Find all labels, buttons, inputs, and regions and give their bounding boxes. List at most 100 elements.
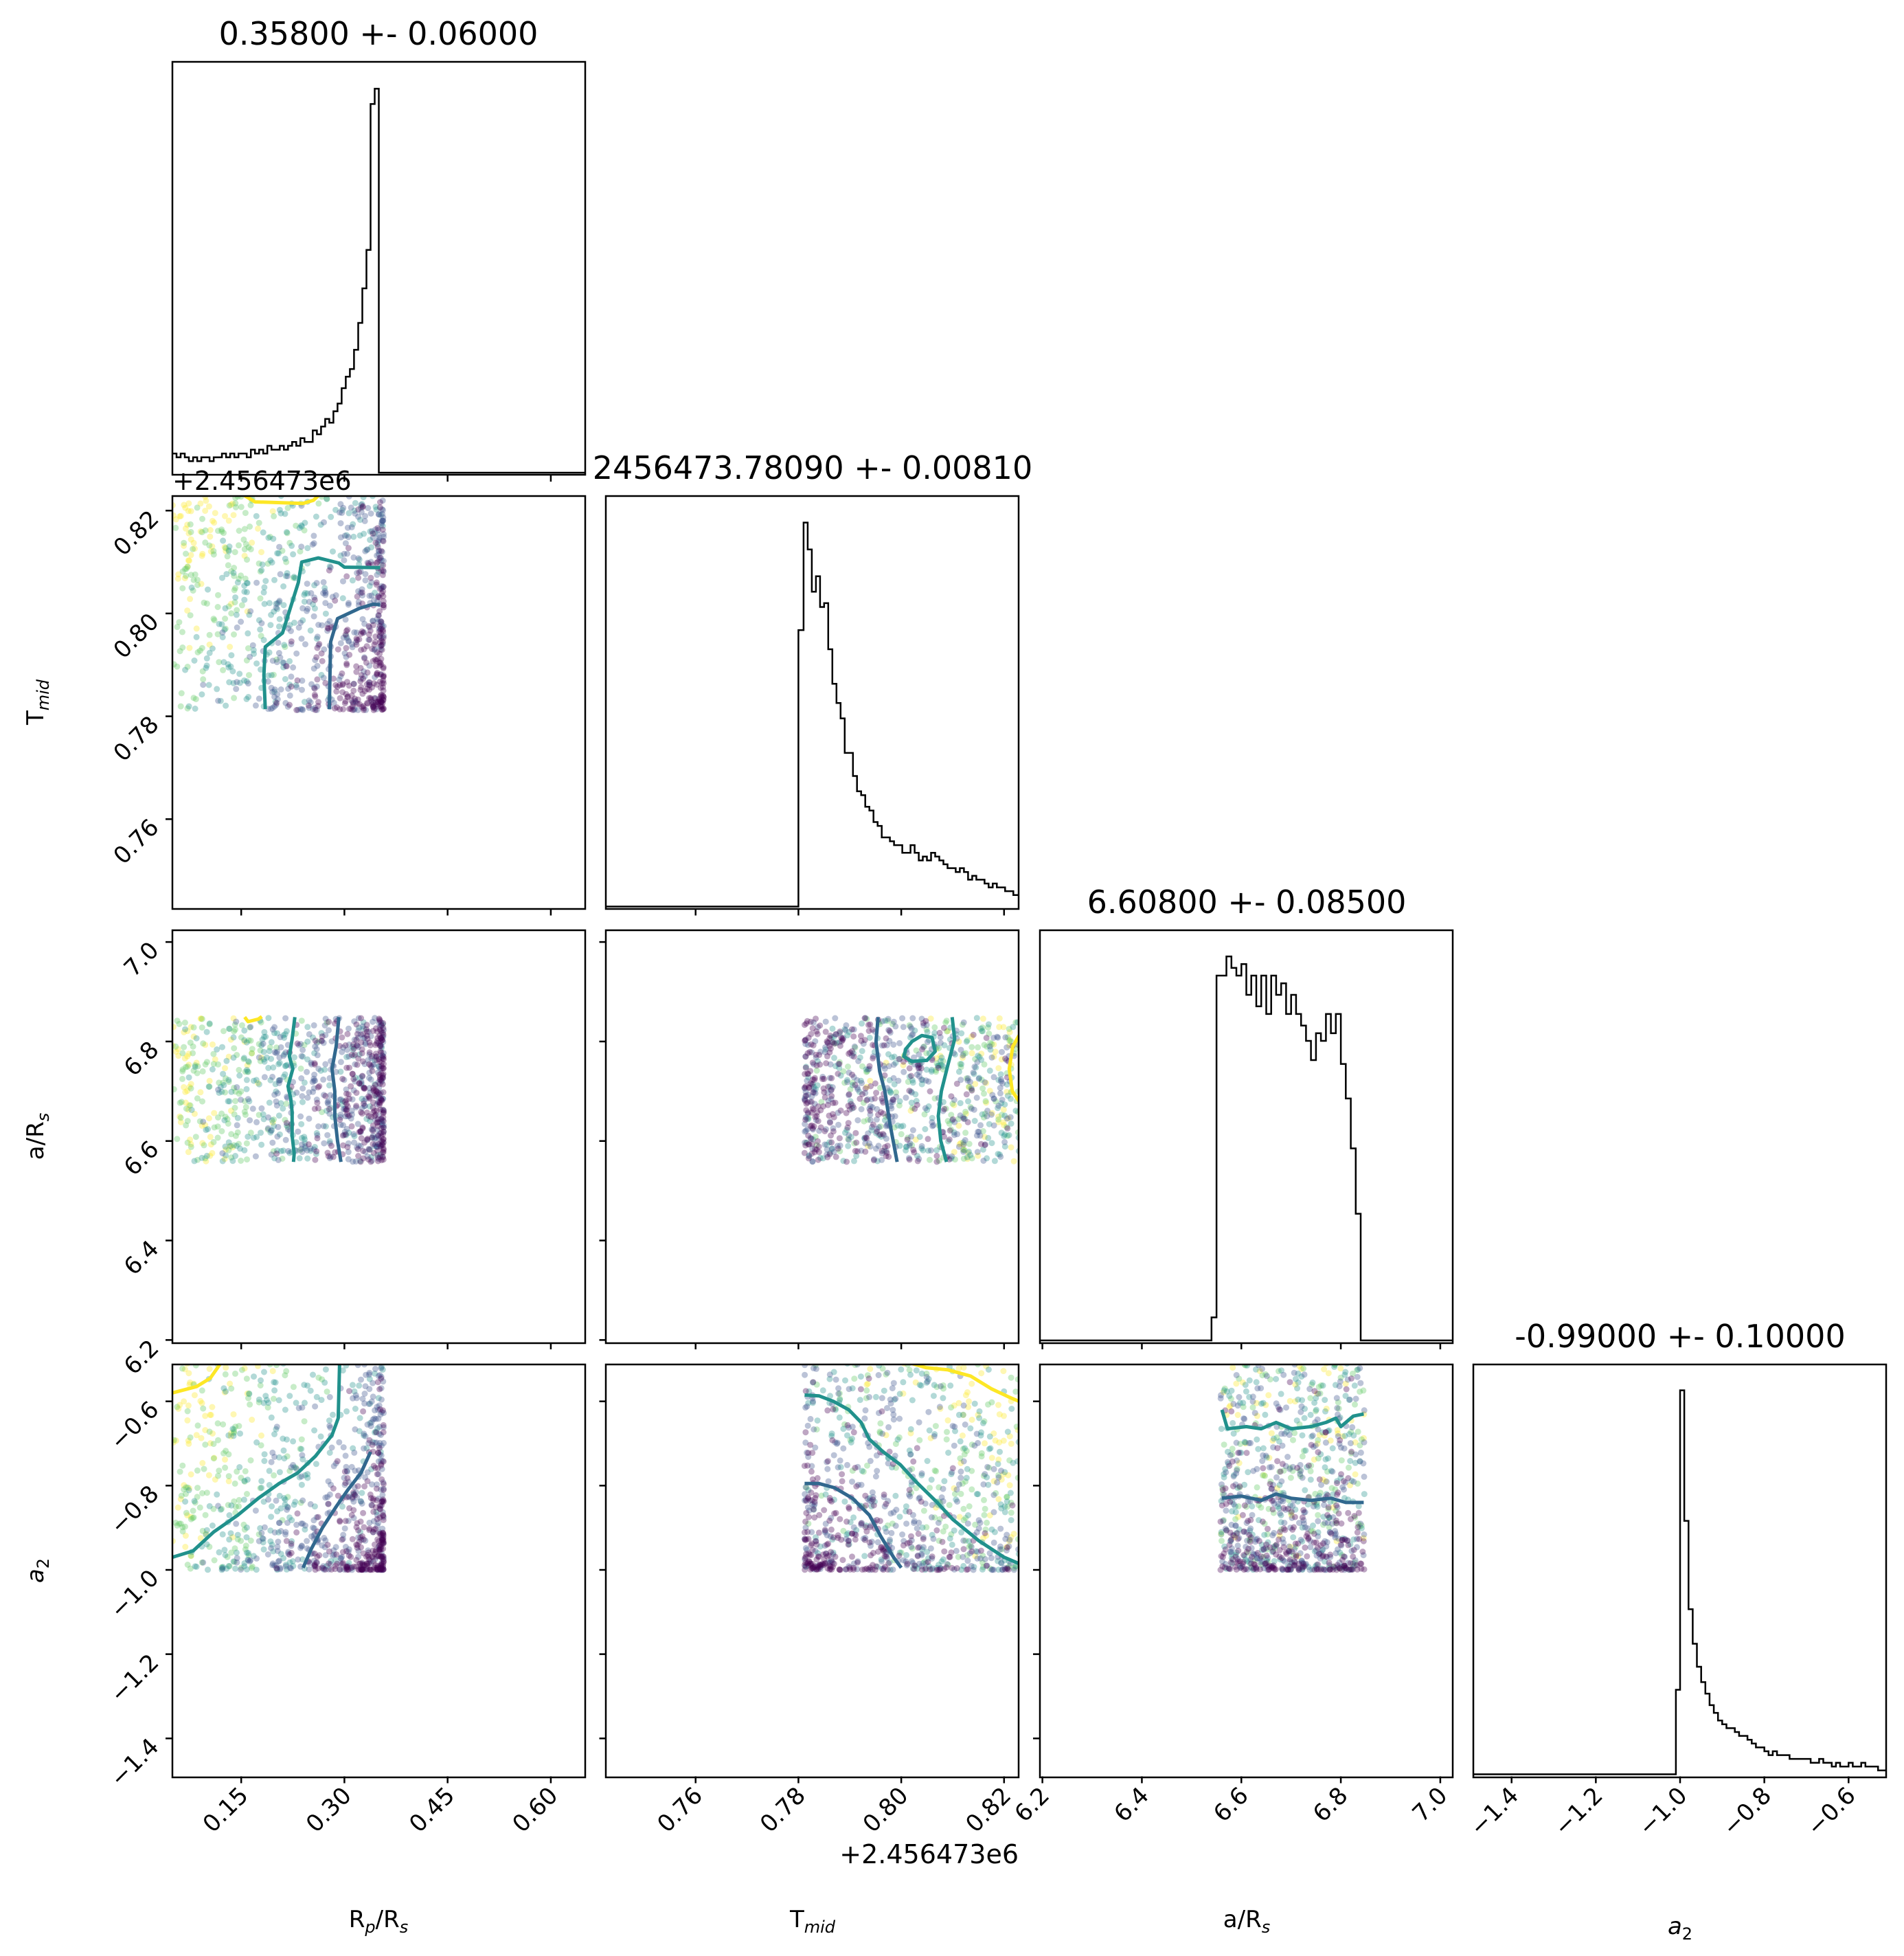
sample-point: [858, 1481, 865, 1488]
sample-point: [277, 1505, 284, 1511]
sample-point: [326, 1155, 333, 1162]
sample-point: [828, 1096, 835, 1103]
sample-point: [350, 1515, 357, 1521]
sample-point: [944, 1118, 951, 1125]
sample-point: [381, 1410, 387, 1417]
sample-point: [187, 1102, 194, 1109]
sample-point: [885, 1154, 892, 1160]
sample-point: [192, 1134, 199, 1140]
sample-point: [861, 1135, 868, 1142]
sample-point: [1307, 1395, 1314, 1402]
sample-point: [247, 1117, 253, 1124]
sample-point: [1339, 1484, 1346, 1491]
sample-point: [360, 1155, 367, 1162]
sample-point: [361, 1139, 368, 1146]
sample-point: [350, 1445, 356, 1452]
sample-point: [276, 1520, 283, 1527]
sample-point: [951, 1402, 957, 1409]
sample-point: [268, 611, 275, 618]
sample-point: [373, 1025, 380, 1032]
sample-point: [277, 1564, 284, 1571]
sample-point: [375, 551, 382, 558]
sample-point: [1265, 1558, 1271, 1565]
sample-point: [830, 1114, 837, 1121]
sample-point: [271, 1379, 277, 1386]
sample-point: [995, 1456, 1002, 1463]
sample-point: [906, 1447, 913, 1454]
sample-point: [275, 623, 282, 630]
sample-point: [320, 675, 327, 682]
sample-point: [366, 1437, 373, 1443]
sample-point: [218, 526, 225, 533]
sample-point: [307, 1147, 314, 1154]
sample-point: [327, 564, 334, 571]
sample-point: [376, 1547, 383, 1553]
sample-point: [900, 1557, 907, 1564]
sample-point: [313, 1559, 320, 1566]
sample-point: [865, 1380, 871, 1387]
sample-point: [831, 1496, 837, 1503]
sample-point: [355, 1034, 362, 1041]
sample-point: [378, 583, 385, 589]
sample-point: [867, 1108, 874, 1114]
sample-point: [808, 1109, 815, 1116]
sample-point: [813, 1566, 820, 1573]
sample-point: [828, 1432, 835, 1439]
sample-point: [302, 1522, 308, 1529]
sample-point: [841, 1079, 848, 1086]
sample-point: [806, 1141, 813, 1148]
sample-point: [302, 1140, 308, 1147]
sample-point: [349, 1382, 356, 1389]
sample-point: [367, 510, 374, 517]
sample-point: [908, 1099, 915, 1106]
sample-point: [990, 1430, 997, 1437]
sample-point: [320, 1076, 327, 1083]
sample-point: [358, 684, 365, 690]
sample-point: [222, 1089, 229, 1096]
sample-point: [361, 707, 367, 713]
sample-point: [977, 1122, 984, 1129]
sample-point: [802, 1097, 808, 1104]
sample-point: [350, 699, 356, 706]
sample-point: [824, 1465, 831, 1472]
sample-point: [315, 699, 321, 706]
sample-point: [241, 1147, 248, 1154]
sample-point: [899, 1531, 906, 1538]
sample-point: [1236, 1484, 1243, 1491]
sample-point: [354, 1121, 361, 1127]
sample-point: [286, 622, 293, 629]
sample-point: [893, 1089, 899, 1096]
sample-point: [1225, 1448, 1231, 1455]
sample-point: [1313, 1562, 1320, 1569]
sample-point: [264, 1126, 271, 1133]
sample-point: [960, 1411, 966, 1418]
sample-point: [1246, 1560, 1253, 1566]
sample-point: [1319, 1429, 1326, 1436]
sample-point: [802, 1097, 808, 1103]
sample-point: [337, 1121, 344, 1128]
sample-point: [271, 1387, 278, 1394]
sample-point: [373, 559, 380, 566]
sample-point: [320, 589, 327, 596]
sample-point: [1280, 1498, 1287, 1505]
sample-point: [275, 1454, 282, 1461]
sample-point: [343, 1097, 350, 1103]
sample-point: [1346, 1396, 1353, 1403]
sample-point: [1265, 1392, 1272, 1399]
sample-point: [964, 1558, 971, 1564]
sample-point: [986, 1088, 993, 1094]
sample-point: [378, 1044, 385, 1051]
sample-point: [376, 1154, 383, 1160]
sample-point: [959, 1432, 966, 1439]
sample-point: [230, 1432, 237, 1439]
sample-point: [188, 1514, 194, 1520]
sample-point: [946, 1136, 953, 1143]
sample-point: [359, 1125, 366, 1132]
sample-point: [973, 1015, 980, 1022]
sample-point: [944, 1562, 951, 1568]
sample-point: [1227, 1538, 1234, 1544]
sample-point: [228, 610, 235, 617]
sample-point: [337, 1111, 344, 1118]
sample-point: [234, 579, 241, 586]
